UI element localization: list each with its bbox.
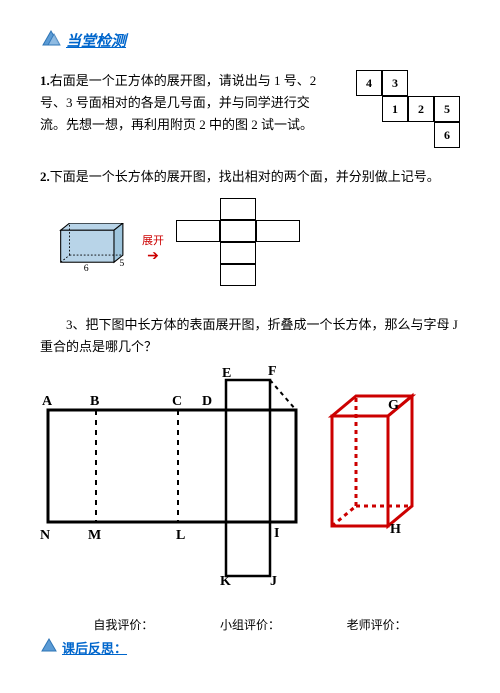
label-A: A <box>42 394 52 410</box>
header-title: 当堂检测 <box>66 30 126 51</box>
arrow-icon: ➔ <box>142 248 164 265</box>
label-N: N <box>40 528 50 544</box>
net-face <box>176 220 220 242</box>
label-J: J <box>270 574 277 590</box>
reflection-header: 课后反思： <box>40 637 460 657</box>
evaluation-row: 自我评价： 小组评价： 老师评价： <box>40 616 460 633</box>
label-G: G <box>388 398 399 414</box>
cross-net-diagram <box>176 198 316 298</box>
net-face <box>220 242 256 264</box>
net-cell: 4 <box>356 70 382 96</box>
label-D: D <box>202 394 212 410</box>
net-cell: 2 <box>408 96 434 122</box>
label-L: L <box>176 528 185 544</box>
label-E: E <box>222 366 231 382</box>
cuboid-small-diagram: 6 5 <box>50 223 130 273</box>
q2-num: 2. <box>40 169 50 184</box>
q2-figures: 6 5 展开 ➔ <box>40 198 460 298</box>
q3-text: 3、把下图中长方体的表面展开图，折叠成一个长方体，那么与字母 J 重合的点是哪几… <box>40 314 460 358</box>
cube-net-diagram: 4 3 1 2 5 6 <box>330 70 460 150</box>
label-M: M <box>88 528 101 544</box>
q2-body: 下面是一个长方体的展开图，找出相对的两个面，并分别做上记号。 <box>50 169 440 184</box>
question-1: 1.右面是一个正方体的展开图，请说出与 1 号、2 号、3 号面相对的各是几号面… <box>40 70 460 150</box>
label-C: C <box>172 394 182 410</box>
eval-group: 小组评价： <box>220 616 280 633</box>
label-F: F <box>268 364 277 380</box>
net-face <box>220 264 256 286</box>
net-cell: 5 <box>434 96 460 122</box>
label-B: B <box>90 394 99 410</box>
q3-diagram: A B C D E F G H I J K L M N <box>30 370 450 610</box>
q2-text: 2.下面是一个长方体的展开图，找出相对的两个面，并分别做上记号。 <box>40 166 460 188</box>
net-cell: 6 <box>434 122 460 148</box>
label-I: I <box>274 526 279 542</box>
reflect-icon <box>40 637 58 657</box>
eval-self: 自我评价： <box>93 616 153 633</box>
label-K: K <box>220 574 231 590</box>
dim-6: 6 <box>84 263 89 273</box>
unfold-text: 展开 <box>142 232 164 248</box>
eval-teacher: 老师评价： <box>347 616 407 633</box>
net-cell: 1 <box>382 96 408 122</box>
q1-text: 1.右面是一个正方体的展开图，请说出与 1 号、2 号、3 号面相对的各是几号面… <box>40 70 330 136</box>
net-face <box>256 220 300 242</box>
q1-num: 1. <box>40 73 50 88</box>
net-face <box>220 198 256 220</box>
unfold-label-group: 展开 ➔ <box>142 232 164 265</box>
reflect-title: 课后反思： <box>62 638 127 657</box>
header-icon <box>40 28 62 52</box>
section-header: 当堂检测 <box>40 28 460 52</box>
net-cell: 3 <box>382 70 408 96</box>
net-face <box>220 220 256 242</box>
q1-body: 右面是一个正方体的展开图，请说出与 1 号、2 号、3 号面相对的各是几号面，并… <box>40 73 316 132</box>
label-H: H <box>390 522 401 538</box>
dim-5: 5 <box>119 258 124 269</box>
